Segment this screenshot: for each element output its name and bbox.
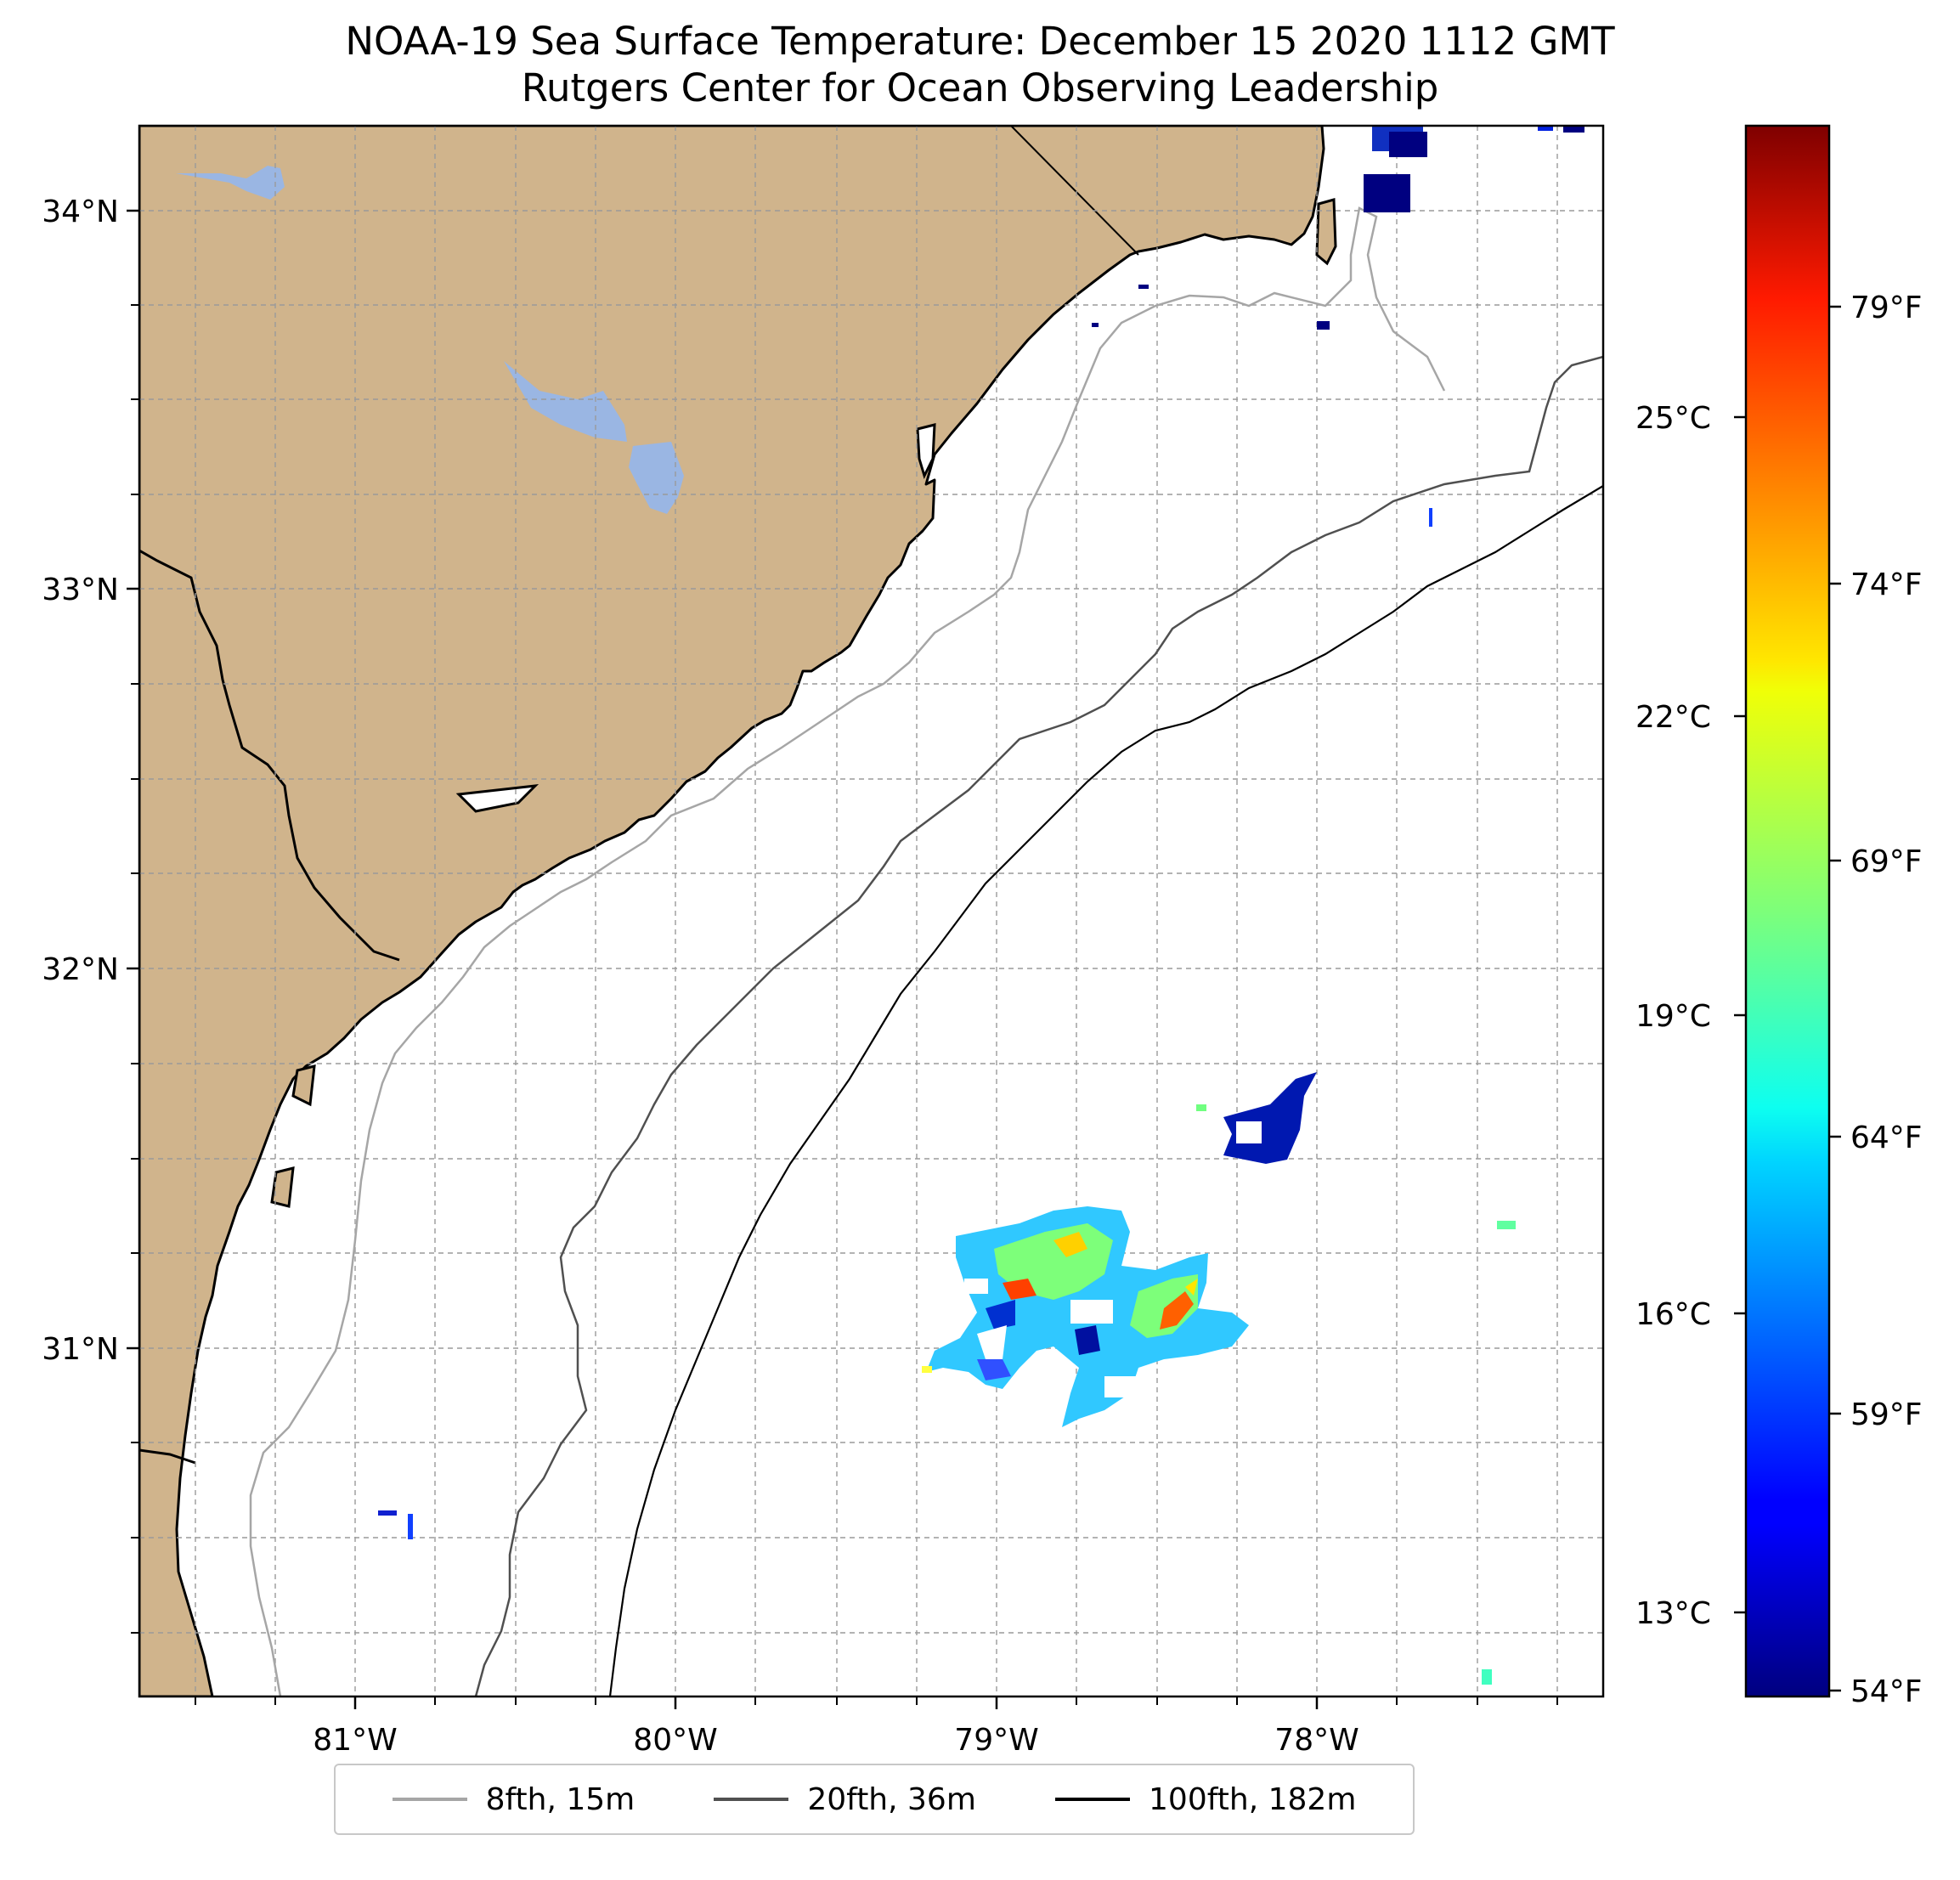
legend-label: 20fth, 36m	[807, 1781, 976, 1817]
legend-swatch	[714, 1798, 789, 1801]
fahrenheit-tick-label: 69°F	[1850, 844, 1923, 879]
legend-label: 100fth, 182m	[1149, 1781, 1357, 1817]
fahrenheit-tick-label: 59°F	[1850, 1397, 1923, 1432]
lon-tick-label: 79°W	[954, 1723, 1038, 1758]
lake	[629, 442, 684, 514]
legend-item-100fth: 100fth, 182m	[1055, 1782, 1356, 1817]
isobath-20fth	[474, 355, 1603, 1697]
island	[1315, 198, 1337, 266]
fahrenheit-tick-label: 64°F	[1850, 1121, 1923, 1155]
island	[270, 1166, 295, 1208]
celsius-tick-label: 13°C	[1635, 1596, 1711, 1631]
minor-ticks	[131, 304, 1558, 1705]
lat-tick-label: 32°N	[42, 952, 119, 987]
isobath-8fth	[249, 206, 1446, 1697]
legend-label: 8fth, 15m	[485, 1781, 635, 1817]
island	[291, 1064, 316, 1107]
sst-data	[378, 126, 1584, 1685]
legend-item-20fth: 20fth, 36m	[714, 1782, 976, 1817]
fahrenheit-tick-label: 79°F	[1850, 291, 1923, 325]
lat-tick-label: 34°N	[42, 195, 119, 229]
state-border	[139, 1448, 196, 1465]
island	[916, 423, 936, 480]
isobath-100fth	[608, 485, 1603, 1697]
celsius-tick-label: 25°C	[1635, 401, 1711, 436]
state-border	[1010, 126, 1139, 256]
celsius-tick-label: 16°C	[1635, 1297, 1711, 1332]
map-title: NOAA-19 Sea Surface Temperature: Decembe…	[345, 19, 1615, 64]
map-frame	[138, 124, 1605, 1698]
celsius-tick-label: 22°C	[1635, 700, 1711, 735]
fahrenheit-tick-label: 74°F	[1850, 567, 1923, 602]
graticule	[139, 126, 1603, 1697]
celsius-tick-label: 19°C	[1635, 999, 1711, 1034]
fahrenheit-tick-label: 54°F	[1850, 1674, 1923, 1709]
state-border	[139, 549, 400, 962]
lake	[504, 361, 627, 442]
isobath-legend: 8fth, 15m 20fth, 36m 100fth, 182m	[334, 1764, 1415, 1835]
lon-tick-label: 78°W	[1274, 1723, 1358, 1758]
lat-tick-label: 33°N	[42, 573, 119, 607]
lon-tick-label: 81°W	[313, 1723, 397, 1758]
legend-swatch	[392, 1798, 467, 1801]
legend-swatch	[1055, 1798, 1131, 1801]
lake	[176, 166, 285, 200]
map-subtitle: Rutgers Center for Ocean Observing Leade…	[521, 65, 1439, 110]
legend-item-8fth: 8fth, 15m	[392, 1781, 635, 1817]
lon-tick-label: 80°W	[633, 1723, 717, 1758]
colorbar	[1744, 124, 1831, 1698]
lat-tick-label: 31°N	[42, 1332, 119, 1367]
